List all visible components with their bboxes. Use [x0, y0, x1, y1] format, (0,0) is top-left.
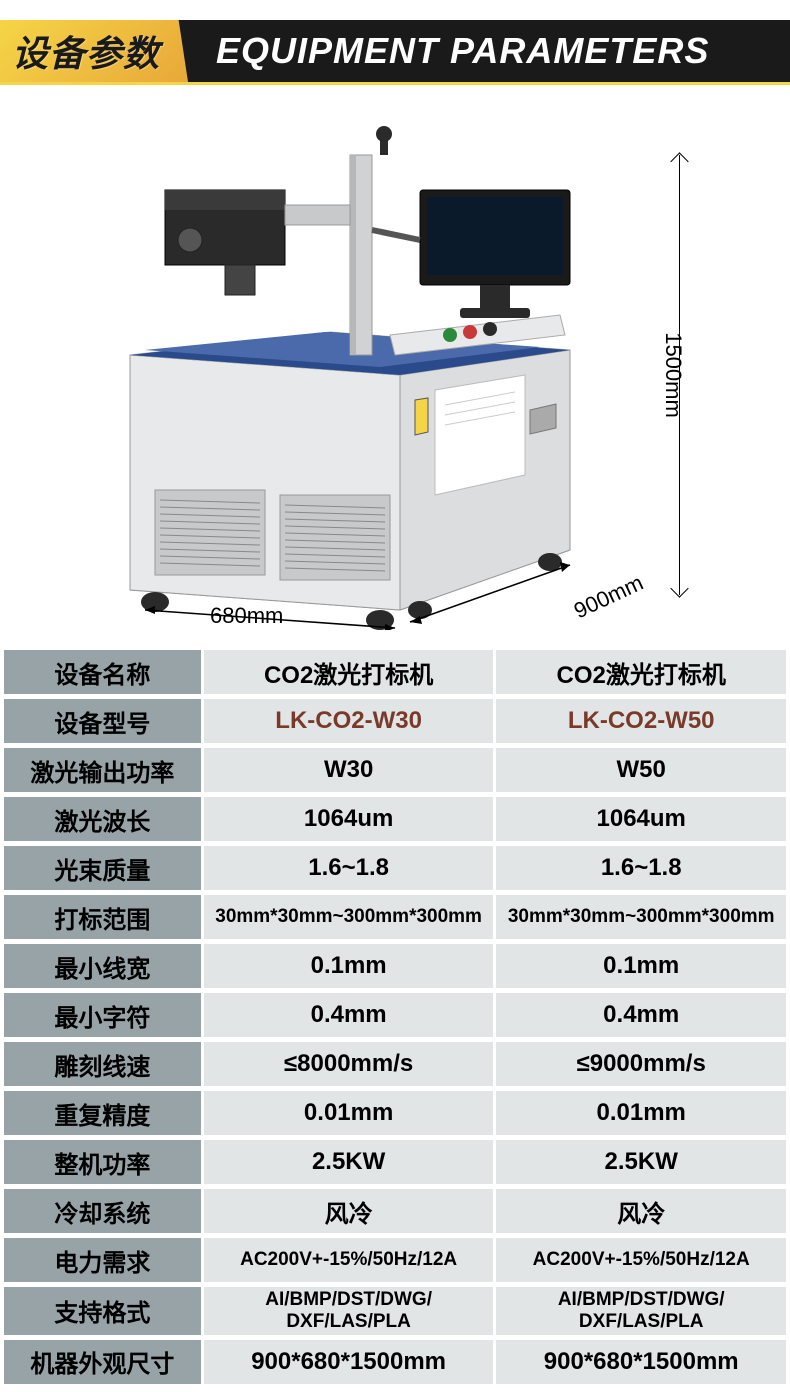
spec-value: 900*680*1500mm: [496, 1340, 786, 1384]
spec-label: 打标范围: [4, 895, 201, 939]
spec-label: 机器外观尺寸: [4, 1340, 201, 1384]
dimension-width: 680mm: [205, 603, 288, 629]
table-row: 电力需求AC200V+-15%/50Hz/12AAC200V+-15%/50Hz…: [4, 1238, 786, 1282]
spec-value: 1064um: [204, 797, 494, 841]
spec-value: 风冷: [204, 1189, 494, 1233]
product-image-area: 1500mm 680mm 900mm: [0, 85, 790, 645]
spec-value: AC200V+-15%/50Hz/12A: [496, 1238, 786, 1282]
spec-value: LK-CO2-W50: [496, 699, 786, 743]
spec-label: 光束质量: [4, 846, 201, 890]
table-row: 激光波长1064um1064um: [4, 797, 786, 841]
table-row: 机器外观尺寸900*680*1500mm900*680*1500mm: [4, 1340, 786, 1384]
table-row: 最小字符0.4mm0.4mm: [4, 993, 786, 1037]
table-row: 支持格式AI/BMP/DST/DWG/DXF/LAS/PLAAI/BMP/DST…: [4, 1287, 786, 1335]
spec-label: 激光波长: [4, 797, 201, 841]
spec-label: 支持格式: [4, 1287, 201, 1335]
spec-value: W50: [496, 748, 786, 792]
header-title-en: EQUIPMENT PARAMETERS: [188, 20, 709, 82]
spec-value: 0.4mm: [496, 993, 786, 1037]
spec-value: 0.1mm: [496, 944, 786, 988]
spec-value: 0.4mm: [204, 993, 494, 1037]
spec-value: 0.01mm: [496, 1091, 786, 1135]
spec-value: ≤9000mm/s: [496, 1042, 786, 1086]
spec-value: 2.5KW: [496, 1140, 786, 1184]
spec-value: 30mm*30mm~300mm*300mm: [496, 895, 786, 939]
spec-label: 重复精度: [4, 1091, 201, 1135]
spec-label: 雕刻线速: [4, 1042, 201, 1086]
spec-value: 风冷: [496, 1189, 786, 1233]
spec-value: 1.6~1.8: [496, 846, 786, 890]
spec-value: 0.1mm: [204, 944, 494, 988]
spec-label: 设备名称: [4, 650, 201, 694]
spec-label: 设备型号: [4, 699, 201, 743]
table-row: 设备名称CO2激光打标机CO2激光打标机: [4, 650, 786, 694]
spec-label: 最小线宽: [4, 944, 201, 988]
spec-value: AI/BMP/DST/DWG/DXF/LAS/PLA: [496, 1287, 786, 1335]
header-title-cn: 设备参数: [0, 20, 188, 82]
spec-value: CO2激光打标机: [496, 650, 786, 694]
table-row: 打标范围30mm*30mm~300mm*300mm30mm*30mm~300mm…: [4, 895, 786, 939]
spec-value: 2.5KW: [204, 1140, 494, 1184]
table-row: 设备型号LK-CO2-W30LK-CO2-W50: [4, 699, 786, 743]
table-row: 最小线宽0.1mm0.1mm: [4, 944, 786, 988]
spec-value: 0.01mm: [204, 1091, 494, 1135]
spec-value: 1064um: [496, 797, 786, 841]
dimension-width-label: 680mm: [210, 603, 283, 629]
spec-value: 30mm*30mm~300mm*300mm: [204, 895, 494, 939]
spec-value: LK-CO2-W30: [204, 699, 494, 743]
table-row: 整机功率2.5KW2.5KW: [4, 1140, 786, 1184]
table-row: 激光输出功率W30W50: [4, 748, 786, 792]
table-row: 冷却系统风冷风冷: [4, 1189, 786, 1233]
specs-table: 设备名称CO2激光打标机CO2激光打标机设备型号LK-CO2-W30LK-CO2…: [1, 645, 789, 1389]
table-row: 光束质量1.6~1.81.6~1.8: [4, 846, 786, 890]
table-row: 重复精度0.01mm0.01mm: [4, 1091, 786, 1135]
dimension-height-label: 1500mm: [660, 332, 686, 418]
spec-label: 整机功率: [4, 1140, 201, 1184]
spec-value: 1.6~1.8: [204, 846, 494, 890]
spec-label: 激光输出功率: [4, 748, 201, 792]
spec-value: 900*680*1500mm: [204, 1340, 494, 1384]
spec-value: AC200V+-15%/50Hz/12A: [204, 1238, 494, 1282]
spec-value: W30: [204, 748, 494, 792]
spec-label: 最小字符: [4, 993, 201, 1037]
spec-value: ≤8000mm/s: [204, 1042, 494, 1086]
header-bar: 设备参数 EQUIPMENT PARAMETERS: [0, 20, 790, 82]
spec-value: CO2激光打标机: [204, 650, 494, 694]
table-row: 雕刻线速≤8000mm/s≤9000mm/s: [4, 1042, 786, 1086]
machine-illustration: [70, 110, 600, 630]
spec-label: 电力需求: [4, 1238, 201, 1282]
spec-value: AI/BMP/DST/DWG/DXF/LAS/PLA: [204, 1287, 494, 1335]
spec-label: 冷却系统: [4, 1189, 201, 1233]
